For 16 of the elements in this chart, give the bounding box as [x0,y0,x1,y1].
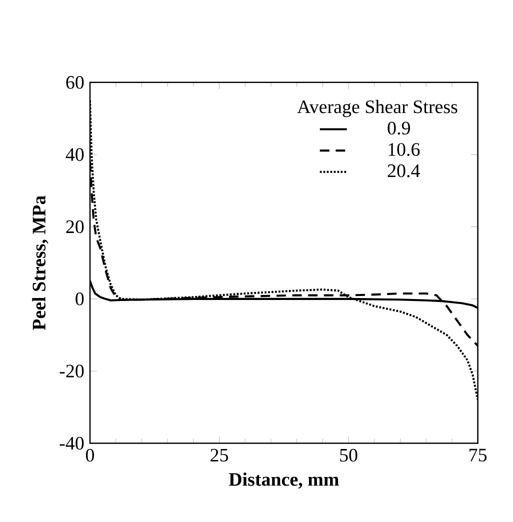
legend-label: 10.6 [388,143,420,156]
legend-label: 20.4 [388,164,420,178]
y-axis-title: Peel Stress, MPa [32,196,48,330]
x-tick-label: 25 [210,448,228,462]
legend-label: 0.9 [388,122,410,135]
y-tick-label: 20 [66,220,84,234]
legend-title: Average Shear Stress [297,100,458,118]
y-tick-label: 60 [66,76,84,89]
y-tick-label: -40 [60,436,84,450]
y-tick-label: -20 [60,364,84,378]
y-tick-label: 0 [76,292,84,306]
y-tick-label: 40 [66,148,84,161]
x-tick-label: 50 [340,448,358,462]
x-tick-label: 75 [470,448,487,462]
x-axis-title: Distance, mm [228,472,339,489]
x-tick-label: 0 [86,448,94,462]
